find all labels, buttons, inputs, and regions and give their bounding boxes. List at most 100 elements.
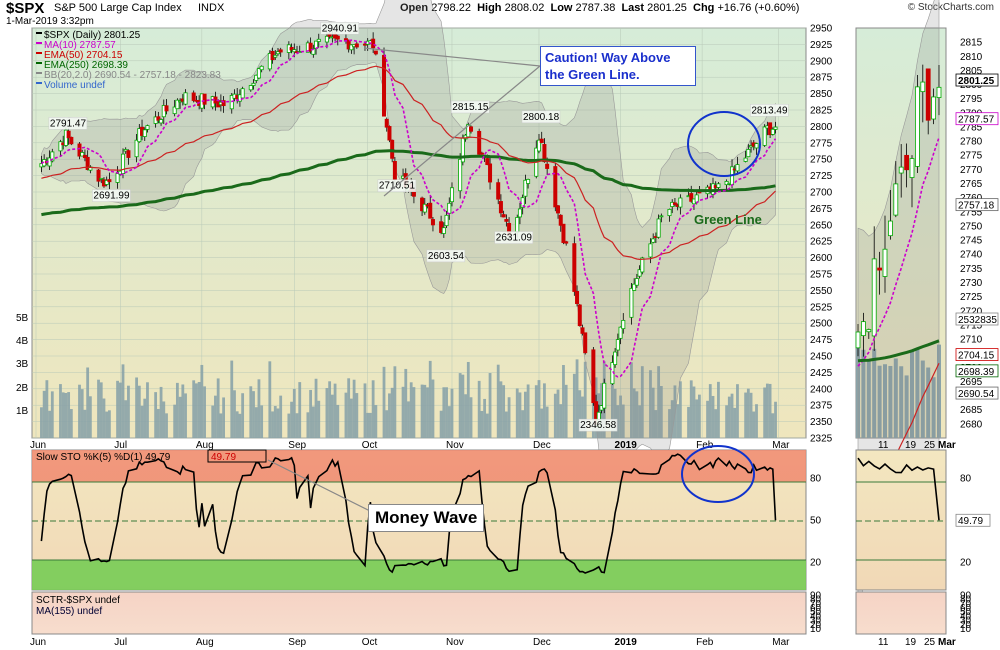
volume-bar — [393, 366, 397, 438]
candle-body — [640, 257, 645, 273]
inset-stoch-value-box — [955, 513, 991, 527]
volume-bar — [706, 400, 709, 438]
candle-body — [275, 51, 280, 55]
index-name: S&P 500 Large Cap Index — [54, 2, 182, 14]
candle-body — [536, 139, 541, 152]
price-axis: 2325 2350 2375 2400 2425 2450 2475 2500 2525 2550… — [810, 24, 833, 445]
volume-bar — [184, 393, 187, 438]
volume-bar — [515, 388, 519, 438]
candle-body — [469, 126, 474, 132]
inset-candle-body — [898, 166, 904, 174]
volume-bar — [273, 406, 277, 438]
candle-body — [77, 143, 82, 157]
volume-bar — [83, 409, 87, 438]
date-tick-label: 2019 — [615, 440, 638, 451]
volume-bar — [59, 384, 62, 438]
volume-bar — [99, 382, 103, 438]
price-label-bg — [521, 110, 561, 124]
price-tick-label: 2800 — [810, 122, 833, 133]
candle-body — [678, 197, 683, 208]
price-tick-label: 2425 — [810, 368, 833, 379]
candle-body — [387, 126, 392, 141]
brand-mark: © StockCharts.com — [907, 2, 994, 13]
stoch-highlight-circle — [681, 445, 755, 503]
candle-body — [430, 219, 435, 226]
candle-body — [768, 122, 773, 136]
volume-bar — [325, 388, 329, 438]
price-label: 2346.58 — [580, 420, 617, 431]
inset-price-tick: 2740 — [960, 250, 983, 261]
volume-bar — [556, 389, 560, 438]
volume-bar — [241, 393, 245, 438]
volume-bar — [154, 392, 158, 438]
volume-bar — [252, 391, 255, 438]
candle-body — [444, 214, 449, 227]
candle-body — [159, 119, 164, 124]
volume-bar — [88, 396, 92, 438]
candle-body — [66, 130, 71, 139]
ema50-line — [41, 65, 776, 261]
candle-body — [428, 202, 433, 219]
stochastic-line — [40, 453, 777, 574]
volume-bar — [412, 387, 416, 438]
price-label: 2815.15 — [452, 102, 489, 113]
volume-bar — [336, 404, 340, 438]
volume-bar — [135, 377, 138, 438]
volume-bar — [480, 410, 484, 438]
volume-bar — [127, 385, 130, 438]
candle-body — [191, 92, 196, 101]
volume-axis: 1B 2B 3B 4B 5B — [16, 313, 29, 417]
chart-header: $SPX S&P 500 Large Cap Index INDX 1-Mar-… — [2, 0, 998, 28]
price-tick-label: 2825 — [810, 106, 833, 117]
date-tick-label: Aug — [196, 637, 214, 648]
volume-bar — [763, 387, 767, 438]
volume-bar — [317, 400, 321, 438]
inset-ma10-line — [857, 137, 940, 367]
volume-bar — [48, 410, 51, 438]
inset-price-tick: 2750 — [960, 221, 983, 232]
volume-bar — [352, 379, 356, 438]
volume-bar — [575, 359, 579, 438]
inset-sctr-tick: 50 — [960, 607, 972, 618]
volume-bar — [97, 379, 100, 438]
candle-body — [501, 214, 506, 218]
volume-bar — [407, 401, 410, 438]
candle-body — [634, 278, 639, 286]
inset-price-tick: 2720 — [960, 306, 983, 317]
volume-bar — [211, 405, 215, 438]
candle-body — [517, 208, 522, 218]
highlight-circle — [687, 111, 761, 177]
stoch-tick-label: 20 — [810, 558, 822, 569]
volume-bar — [736, 384, 739, 438]
price-tick-label: 2775 — [810, 138, 833, 149]
sctr-legend-2: MA(155) undef — [36, 606, 102, 617]
volume-bar — [42, 390, 46, 438]
volume-bar — [61, 392, 65, 438]
candle-body — [202, 93, 207, 105]
price-label-bg — [578, 418, 618, 432]
caution-pointer-2 — [383, 65, 541, 197]
inset-candle-body — [909, 158, 915, 178]
volume-bar — [730, 393, 734, 438]
candle-body — [308, 42, 313, 52]
candle-body — [621, 319, 626, 330]
date-tick-label: Aug — [196, 440, 214, 451]
candle-body — [539, 138, 544, 143]
volume-bar — [619, 395, 622, 438]
volume-bar — [711, 395, 715, 438]
price-tick-label: 2450 — [810, 352, 833, 363]
inset-sctr-tick: 70 — [960, 599, 972, 610]
candle-body — [324, 35, 329, 43]
candle-body — [575, 290, 580, 305]
date-tick-label: Jul — [114, 440, 127, 451]
volume-bar — [116, 380, 119, 438]
inset-volume-bar — [883, 364, 887, 438]
volume-bar — [156, 408, 160, 438]
candle-body — [515, 217, 520, 233]
price-label: 2791.47 — [50, 118, 87, 129]
inset-price-tick: 2680 — [960, 419, 983, 430]
date-tick-label: Dec — [533, 637, 551, 648]
inset-volume-bar — [877, 365, 882, 438]
